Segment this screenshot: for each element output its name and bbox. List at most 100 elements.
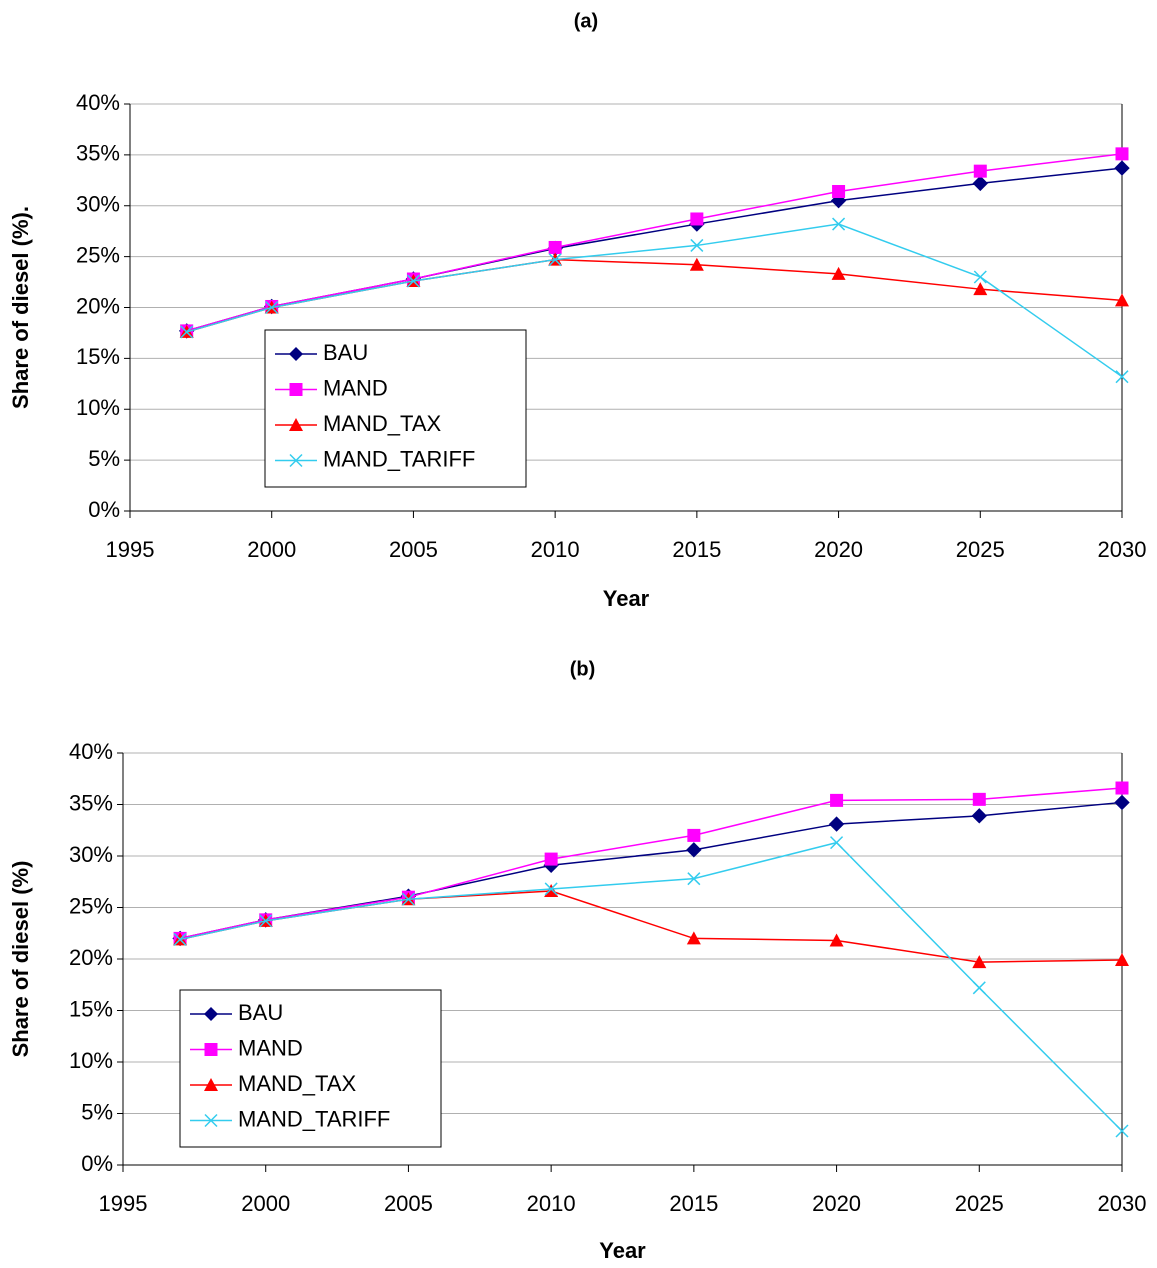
y-axis-label: Share of diesel (%) [8, 861, 33, 1058]
marker [544, 882, 558, 896]
x-tick-label: 2005 [384, 1191, 433, 1216]
marker [1115, 147, 1129, 161]
y-tick-label: 15% [69, 996, 113, 1021]
marker [972, 981, 986, 995]
marker [831, 266, 846, 280]
x-tick-label: 2030 [1098, 1191, 1147, 1216]
y-tick-label: 20% [76, 293, 120, 318]
marker [971, 808, 987, 824]
legend-label: MAND [323, 375, 388, 400]
marker [689, 257, 704, 271]
y-tick-label: 35% [76, 141, 120, 166]
y-tick-label: 0% [81, 1151, 113, 1176]
series [173, 884, 1129, 969]
marker [972, 955, 987, 969]
x-axis-label: Year [603, 586, 650, 611]
marker [1115, 293, 1129, 307]
legend-item: BAU [275, 340, 368, 365]
legend-label: BAU [323, 340, 368, 365]
marker [401, 892, 415, 906]
legend-item: MAND_TARIFF [275, 446, 475, 471]
marker [1114, 794, 1130, 811]
legend-label: MAND_TAX [238, 1071, 356, 1096]
x-tick-label: 1995 [99, 1191, 148, 1216]
chart-title: (a) [574, 10, 598, 32]
line [186, 153, 1123, 332]
line [186, 223, 1123, 378]
marker [686, 931, 701, 945]
series [173, 836, 1129, 1138]
marker [1115, 781, 1129, 795]
marker [687, 872, 701, 886]
legend-item: MAND [190, 1035, 303, 1060]
y-tick-label: 40% [76, 90, 120, 115]
y-axis-label: Share of diesel (%). [8, 206, 33, 409]
marker [173, 932, 187, 946]
y-tick-label: 5% [81, 1099, 113, 1124]
marker [828, 816, 845, 832]
x-tick-label: 2030 [1098, 537, 1147, 562]
y-tick-label: 10% [76, 395, 120, 420]
line [179, 801, 1123, 940]
marker [1115, 1124, 1129, 1138]
legend-label: MAND_TAX [323, 411, 441, 436]
y-tick-label: 30% [76, 192, 120, 217]
legend-marker [204, 1007, 218, 1021]
marker [830, 793, 844, 807]
marker [972, 175, 988, 192]
y-tick-label: 35% [69, 790, 113, 815]
x-tick-label: 2020 [812, 1191, 861, 1216]
series [180, 147, 1129, 338]
y-tick-label: 10% [69, 1048, 113, 1073]
legend-item: MAND_TAX [275, 411, 441, 436]
legend-label: MAND_TARIFF [323, 446, 475, 471]
marker [259, 914, 273, 928]
marker [265, 300, 279, 315]
legend-label: MAND_TARIFF [238, 1106, 390, 1131]
x-tick-label: 2000 [241, 1191, 290, 1216]
y-tick-label: 20% [69, 945, 113, 970]
line [179, 787, 1123, 940]
marker [1115, 370, 1129, 384]
marker [832, 185, 846, 199]
y-tick-label: 40% [69, 739, 113, 764]
series [180, 217, 1129, 384]
x-tick-label: 2020 [814, 537, 863, 562]
x-tick-label: 1995 [106, 537, 155, 562]
x-tick-label: 2000 [247, 537, 296, 562]
marker [972, 792, 986, 806]
x-tick-label: 2015 [669, 1191, 718, 1216]
legend-marker [289, 347, 303, 361]
x-tick-label: 2025 [955, 1191, 1004, 1216]
legend-marker [204, 1078, 218, 1091]
legend-label: BAU [238, 1000, 283, 1025]
y-tick-label: 5% [88, 446, 120, 471]
x-tick-label: 2025 [956, 537, 1005, 562]
y-tick-label: 0% [88, 497, 120, 522]
legend-marker [204, 1043, 218, 1056]
marker [687, 828, 701, 842]
y-tick-label: 30% [69, 842, 113, 867]
series [172, 794, 1130, 947]
y-tick-label: 25% [76, 242, 120, 267]
marker [690, 212, 704, 226]
x-tick-label: 2005 [389, 537, 438, 562]
y-tick-label: 25% [69, 893, 113, 918]
legend-marker [289, 453, 303, 468]
line [179, 890, 1123, 963]
marker [830, 836, 844, 850]
legend-item: MAND_TARIFF [190, 1106, 390, 1131]
legend-marker [289, 418, 303, 431]
marker [829, 933, 844, 947]
marker [973, 164, 987, 178]
y-tick-label: 15% [76, 344, 120, 369]
marker [832, 217, 846, 231]
chart-title: (b) [570, 658, 596, 680]
marker [1114, 160, 1130, 176]
legend-label: MAND [238, 1035, 303, 1060]
marker [973, 270, 987, 284]
x-tick-label: 2015 [672, 537, 721, 562]
series [173, 781, 1129, 945]
marker [548, 240, 562, 254]
marker [973, 282, 988, 296]
